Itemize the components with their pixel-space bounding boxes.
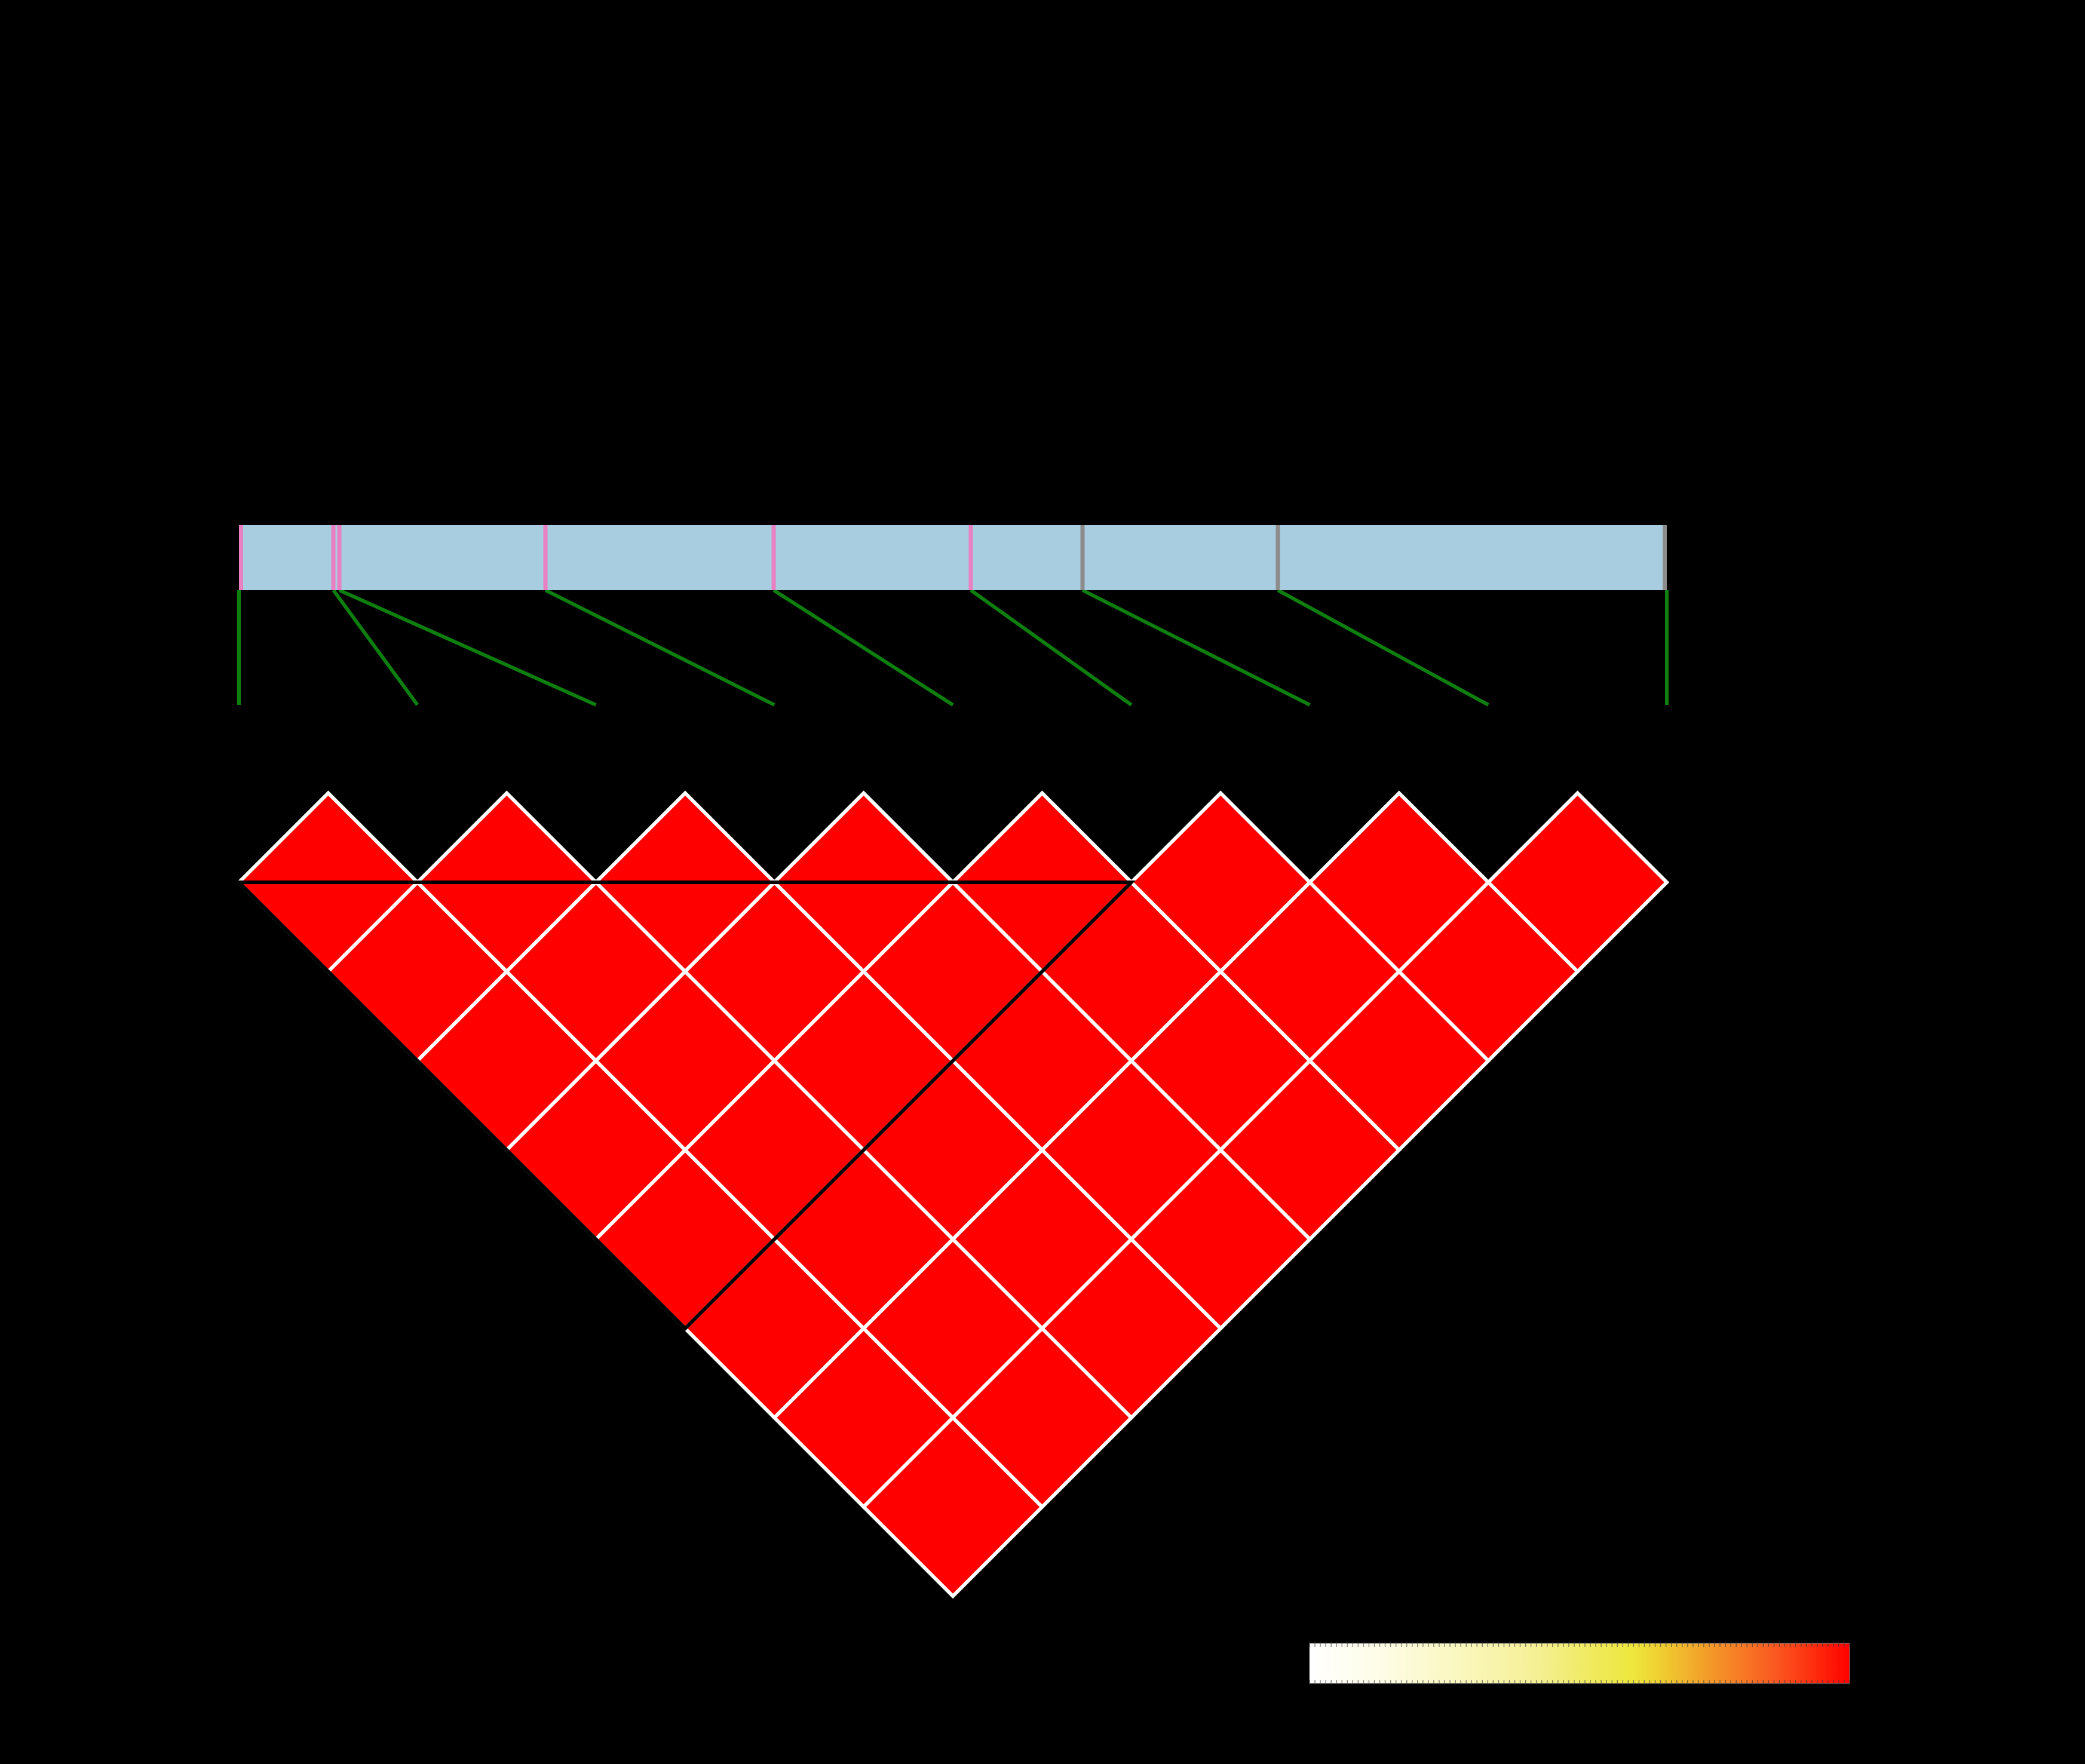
snp-position-tick-3	[337, 525, 342, 590]
block-highlight-outline	[234, 881, 1136, 1332]
snp-connector-line-3	[338, 588, 597, 707]
snp-connector-line-8	[1277, 588, 1489, 707]
color-key-ticks	[1309, 1642, 1850, 1685]
snp-position-tick-5	[771, 525, 776, 590]
snp-connector-line-5	[772, 588, 954, 707]
snp-position-tick-2	[331, 525, 336, 590]
snp-connector-line-2	[332, 589, 419, 706]
snp-position-tick-1	[239, 525, 243, 590]
snp-connector-line-6	[970, 588, 1133, 707]
snp-position-tick-8	[1275, 525, 1280, 590]
snp-connector-line-4	[544, 588, 775, 707]
genomic-region-bar	[239, 525, 1667, 590]
ld-cell-grid	[236, 790, 1670, 1599]
snp-connector-lines	[237, 588, 1669, 707]
genomic-region-bar-group	[239, 525, 1667, 590]
ld-cell-snp8-snp9	[1486, 790, 1670, 974]
snp-connector-line-7	[1081, 588, 1311, 707]
color-key	[1309, 1642, 1850, 1685]
snp-position-tick-9	[1663, 525, 1667, 590]
snp-position-tick-6	[968, 525, 973, 590]
snp-position-tick-7	[1080, 525, 1085, 590]
color-key-gradient	[1309, 1643, 1850, 1684]
snp-position-tick-4	[543, 525, 548, 590]
